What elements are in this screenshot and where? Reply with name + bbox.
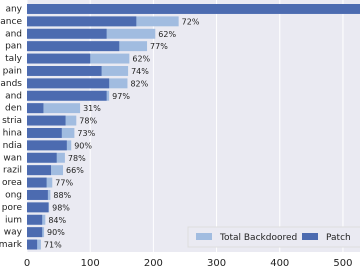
- y-tick-label: razil: [3, 166, 22, 176]
- legend-label: Patch: [326, 233, 351, 243]
- legend-swatch: [302, 233, 318, 240]
- y-tick-label: ium: [5, 215, 22, 225]
- x-tick-label: 300: [207, 258, 226, 269]
- x-tick-label: 100: [81, 258, 100, 269]
- bar: [27, 190, 48, 200]
- y-tick-label: ndia: [3, 141, 22, 151]
- value-label: 62%: [132, 55, 150, 64]
- bar: [27, 214, 43, 225]
- y-tick-label: hina: [3, 128, 22, 138]
- value-label: 84%: [48, 216, 66, 225]
- x-tick-label: 0: [24, 258, 30, 269]
- x-tick-label: 200: [144, 258, 163, 269]
- legend-swatch: [196, 233, 212, 240]
- y-tick-label: mark: [0, 240, 23, 250]
- y-tick-label: way: [4, 228, 23, 238]
- bar: [27, 140, 67, 151]
- y-tick-label: stria: [2, 116, 22, 126]
- bar: [27, 16, 137, 27]
- value-label: 72%: [182, 17, 200, 26]
- bar: [27, 239, 38, 250]
- bar: [27, 53, 91, 64]
- bar: [27, 66, 102, 76]
- legend-label: Total Backdoored: [219, 233, 297, 243]
- value-label: 66%: [66, 166, 84, 175]
- value-label: 77%: [55, 179, 73, 188]
- bar: [27, 90, 107, 101]
- bar: [27, 128, 62, 138]
- value-label: 31%: [83, 104, 101, 113]
- value-label: 71%: [44, 241, 62, 250]
- bar: [27, 41, 120, 52]
- value-label: 82%: [130, 79, 148, 88]
- value-label: 90%: [47, 228, 65, 237]
- y-tick-label: taly: [5, 54, 23, 64]
- y-tick-label: and: [5, 29, 22, 39]
- y-tick-label: ong: [5, 190, 22, 200]
- value-label: 90%: [74, 141, 92, 150]
- value-label: 74%: [131, 67, 149, 76]
- bar: [27, 115, 66, 126]
- value-label: 77%: [150, 42, 168, 51]
- y-tick-label: pore: [2, 203, 23, 213]
- bar: [27, 78, 110, 89]
- y-tick-label: ance: [0, 17, 22, 27]
- bar: [27, 4, 360, 14]
- value-label: 88%: [53, 191, 71, 200]
- x-tick-label: 400: [270, 258, 289, 269]
- value-label: 78%: [68, 154, 86, 163]
- x-tick-label: 500: [333, 258, 352, 269]
- value-label: 73%: [77, 129, 95, 138]
- bar: [27, 152, 57, 163]
- bar: [27, 177, 47, 188]
- bar: [27, 227, 43, 238]
- y-tick-label: den: [5, 104, 22, 114]
- bar: [27, 28, 107, 39]
- y-tick-label: pain: [3, 66, 22, 76]
- y-tick-label: pan: [5, 42, 22, 52]
- y-tick-label: ands: [0, 79, 22, 89]
- value-label: 97%: [112, 92, 130, 101]
- value-label: 78%: [79, 117, 97, 126]
- value-label: 62%: [158, 30, 176, 39]
- y-tick-label: any: [5, 4, 22, 14]
- y-tick-label: and: [5, 91, 22, 101]
- legend-box: [187, 226, 360, 248]
- bar: [27, 165, 52, 176]
- bar: [27, 103, 81, 114]
- bar: [27, 202, 49, 213]
- y-tick-label: orea: [2, 178, 22, 188]
- y-tick-label: wan: [3, 153, 22, 163]
- value-label: 98%: [52, 203, 70, 212]
- bar: [27, 103, 44, 114]
